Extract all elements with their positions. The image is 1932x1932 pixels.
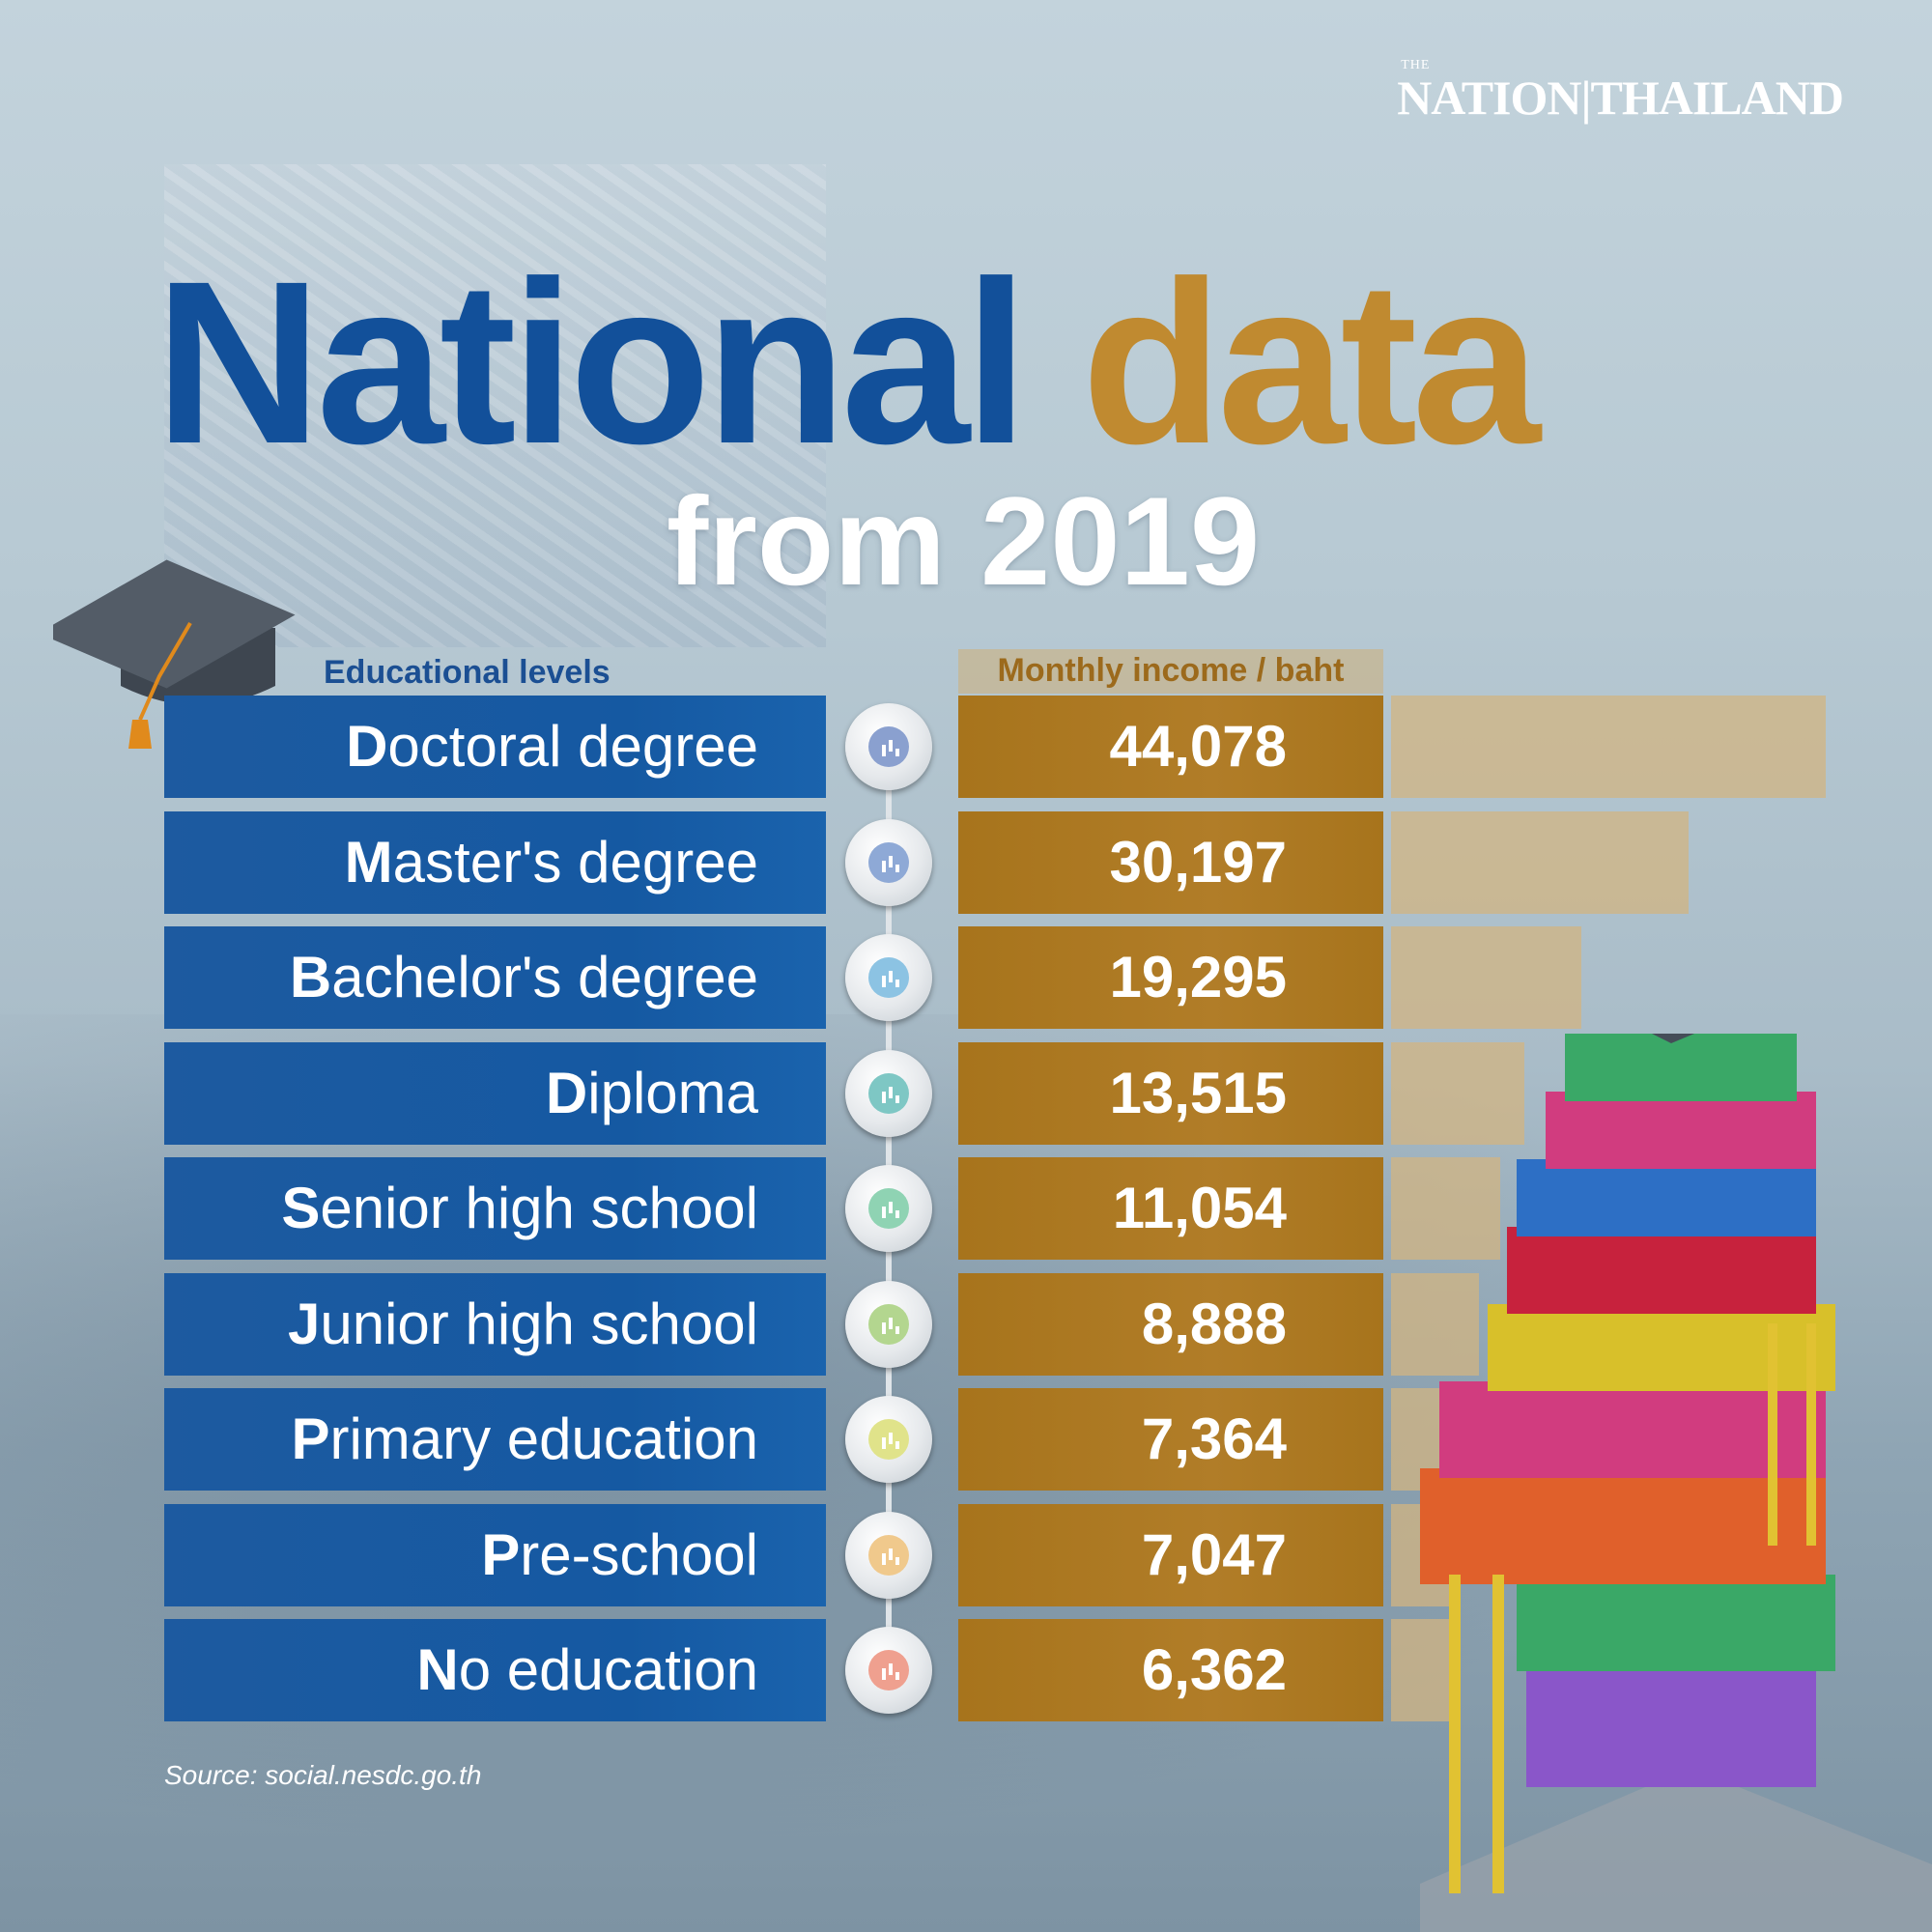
table-row: Pre-school 7,047 xyxy=(0,1503,1932,1610)
graduation-cap-icon xyxy=(53,559,296,749)
income-value-label: 11,054 xyxy=(958,1157,1383,1260)
title-part-b: data xyxy=(1081,233,1540,492)
income-value-label: 8,888 xyxy=(958,1272,1383,1376)
income-value-label: 7,047 xyxy=(958,1503,1383,1606)
bar-chart-icon-inner xyxy=(868,726,909,767)
income-bar xyxy=(1391,696,1826,798)
income-bar xyxy=(1391,1272,1479,1376)
bar-chart-icon xyxy=(845,1165,932,1252)
income-bar xyxy=(1391,1157,1500,1260)
bar-chart-icon xyxy=(845,934,932,1021)
income-value-label: 6,362 xyxy=(958,1619,1383,1721)
education-level-label: Junior high school xyxy=(164,1272,826,1376)
income-bar xyxy=(1391,810,1689,914)
bar-chart-icon xyxy=(845,1627,932,1714)
table-row: Primary education 7,364 xyxy=(0,1388,1932,1494)
bar-chart-icon-inner xyxy=(868,1534,909,1576)
education-level-label: Diploma xyxy=(164,1041,826,1145)
table-row: Senior high school 11,054 xyxy=(0,1157,1932,1264)
income-value-label: 30,197 xyxy=(958,810,1383,914)
bar-chart-icon xyxy=(845,1511,932,1599)
table-row: Master's degree 30,197 xyxy=(0,810,1932,918)
bar-chart-icon xyxy=(845,1049,932,1137)
income-value-label: 13,515 xyxy=(958,1041,1383,1145)
bar-chart-icon xyxy=(845,1280,932,1368)
income-value-label: 19,295 xyxy=(958,926,1383,1029)
education-level-label: Pre-school xyxy=(164,1503,826,1606)
education-level-label: Bachelor's degree xyxy=(164,926,826,1029)
education-level-label: Doctoral degree xyxy=(164,696,826,798)
bar-chart-icon-inner xyxy=(868,1650,909,1690)
table-row: No education 6,362 xyxy=(0,1619,1932,1725)
brand-name: NATION|THAILAND xyxy=(1397,71,1844,125)
bar-chart-icon-inner xyxy=(868,1188,909,1229)
income-bar xyxy=(1391,1619,1454,1721)
bar-chart-icon-inner xyxy=(868,957,909,998)
bar-chart-icon xyxy=(845,703,932,790)
column-header-income: Monthly income / baht xyxy=(958,649,1383,694)
income-value-label: 44,078 xyxy=(958,696,1383,798)
bar-chart-icon-inner xyxy=(868,1303,909,1345)
books-stack-illustration xyxy=(1420,1034,1932,1932)
education-level-label: Primary education xyxy=(164,1388,826,1491)
income-bar xyxy=(1391,1041,1524,1145)
table-row: Doctoral degree 44,078 xyxy=(0,696,1932,802)
title-part-a: National xyxy=(155,233,1029,492)
table-row: Junior high school 8,888 xyxy=(0,1272,1932,1379)
page-title: National data xyxy=(155,242,1835,483)
education-level-label: Senior high school xyxy=(164,1157,826,1260)
bar-chart-icon xyxy=(845,818,932,906)
table-row: Diploma 13,515 xyxy=(0,1041,1932,1149)
income-value-label: 7,364 xyxy=(958,1388,1383,1491)
brand-the: THE xyxy=(1401,58,1431,72)
bar-chart-icon-inner xyxy=(868,1419,909,1460)
education-level-label: Master's degree xyxy=(164,810,826,914)
column-header-education: Educational levels xyxy=(324,654,611,691)
brand-logo: THE NATION|THAILAND xyxy=(1397,58,1844,125)
table-row: Bachelor's degree 19,295 xyxy=(0,926,1932,1033)
bar-chart-icon-inner xyxy=(868,1072,909,1114)
education-level-label: No education xyxy=(164,1619,826,1721)
bar-chart-icon-inner xyxy=(868,841,909,883)
income-bar xyxy=(1391,926,1581,1029)
page-subtitle: from 2019 xyxy=(667,470,1261,611)
source-note: Source: social.nesdc.go.th xyxy=(164,1760,482,1790)
bar-chart-icon xyxy=(845,1396,932,1483)
background-photo xyxy=(164,164,826,647)
